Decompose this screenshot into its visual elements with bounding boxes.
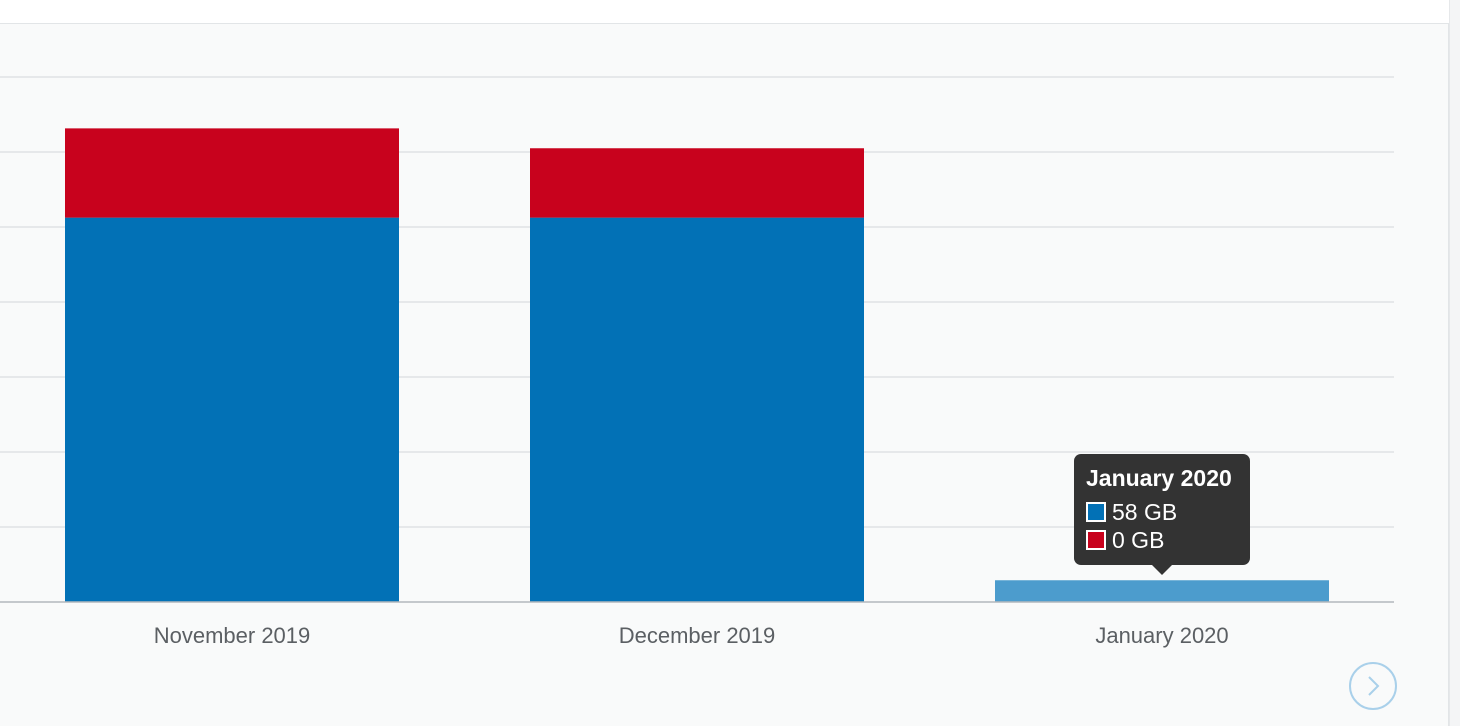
x-axis-tick-label: December 2019 [619, 623, 776, 648]
tooltip-row-series-1: 58 GB [1086, 498, 1238, 526]
bar-segment-series-1[interactable] [995, 580, 1329, 602]
series-2-swatch [1086, 530, 1106, 550]
x-axis-tick-label: November 2019 [154, 623, 311, 648]
bar-segment-series-1[interactable] [530, 217, 864, 602]
bars [65, 128, 1329, 602]
bar-segment-series-1[interactable] [65, 217, 399, 602]
tooltip-value-series-1: 58 GB [1112, 499, 1178, 525]
x-axis-tick-label: January 2020 [1095, 623, 1228, 648]
series-1-swatch [1086, 502, 1106, 522]
bar-tooltip: January 2020 58 GB 0 GB [1074, 454, 1250, 575]
x-axis-labels: November 2019 December 2019 January 2020 [154, 623, 1229, 648]
tooltip-title: January 2020 [1086, 465, 1232, 491]
tooltip-row-series-2: 0 GB [1086, 526, 1238, 554]
bar-segment-series-2[interactable] [65, 128, 399, 218]
scrollbar[interactable] [1449, 0, 1460, 726]
chevron-right-icon [1368, 676, 1380, 696]
tooltip-value-series-2: 0 GB [1112, 527, 1165, 553]
next-period-button[interactable] [1349, 662, 1397, 710]
bar-segment-series-2[interactable] [530, 148, 864, 218]
